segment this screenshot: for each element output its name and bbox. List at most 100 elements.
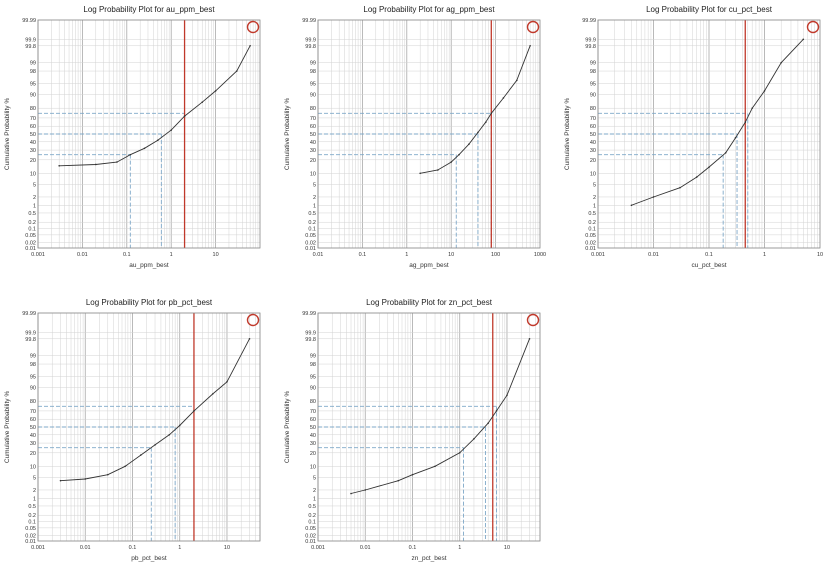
y-tick-label: 0.2 <box>308 220 316 226</box>
y-tick-label: 20 <box>310 451 316 457</box>
data-point <box>193 410 195 412</box>
y-tick-label: 99.8 <box>305 44 316 50</box>
y-tick-label: 5 <box>33 182 36 188</box>
y-tick-label: 98 <box>30 69 36 75</box>
y-tick-label: 1 <box>33 203 36 209</box>
y-tick-label: 90 <box>30 386 36 392</box>
y-tick-label: 99 <box>590 61 596 67</box>
x-tick-label: 1 <box>178 545 181 551</box>
x-tick-label: 0.01 <box>80 545 91 551</box>
probability-curve <box>60 338 250 482</box>
y-tick-label: 0.01 <box>25 246 36 252</box>
x-tick-label: 0.001 <box>31 545 45 551</box>
y-tick-label: 50 <box>30 132 36 138</box>
y-tick-label: 2 <box>593 195 596 201</box>
outlier-highlight-circle <box>526 313 540 327</box>
y-tick-label: 98 <box>310 362 316 368</box>
data-point <box>437 169 439 171</box>
data-point <box>744 121 747 123</box>
y-tick-label: 0.05 <box>305 233 316 239</box>
y-tick-label: 0.5 <box>308 504 316 510</box>
x-tick-label: 100 <box>491 252 500 258</box>
y-tick-label: 30 <box>310 148 316 154</box>
y-tick-label: 0.1 <box>308 227 316 233</box>
y-tick-label: 2 <box>313 195 316 201</box>
data-point <box>652 196 655 198</box>
chart-title: Log Probability Plot for ag_ppm_best <box>363 5 495 14</box>
y-tick-label: 40 <box>590 140 596 146</box>
y-tick-label: 0.02 <box>585 241 596 247</box>
y-tick-label: 99.9 <box>305 330 316 336</box>
y-tick-label: 90 <box>310 386 316 392</box>
outlier-highlight-circle <box>246 313 260 327</box>
data-point <box>211 393 214 395</box>
y-axis-label: Cumulative Probability % <box>564 98 571 170</box>
chart-title: Log Probability Plot for au_ppm_best <box>83 5 215 14</box>
y-tick-label: 95 <box>30 82 36 88</box>
x-tick-label: 1000 <box>534 252 546 258</box>
y-tick-label: 20 <box>310 158 316 164</box>
data-point <box>708 166 710 168</box>
data-point <box>106 473 109 476</box>
x-tick-label: 1 <box>763 252 766 258</box>
y-tick-label: 99.99 <box>22 18 36 24</box>
y-tick-label: 70 <box>310 116 316 122</box>
chart-svg-au: Log Probability Plot for au_ppm_best 0.01… <box>4 5 261 269</box>
y-tick-label: 10 <box>30 464 36 470</box>
chart-svg-zn: Log Probability Plot for zn_pct_best 0.01… <box>284 298 541 562</box>
x-tick-label: 0.01 <box>648 252 659 258</box>
x-tick-label: 10 <box>817 252 823 258</box>
y-tick-label: 99.9 <box>25 330 36 336</box>
data-point <box>84 478 87 480</box>
y-tick-label: 70 <box>590 116 596 122</box>
x-tick-label: 10 <box>224 545 230 551</box>
y-tick-label: 30 <box>310 441 316 447</box>
y-tick-label: 99.99 <box>302 311 316 317</box>
chart-pb: Log Probability Plot for pb_pct_best 0.01… <box>0 293 280 583</box>
x-tick-label: 10 <box>213 252 219 258</box>
probability-curve <box>631 38 804 206</box>
data-point <box>724 151 727 154</box>
data-point <box>143 147 146 150</box>
chart-zn: Log Probability Plot for zn_pct_best 0.01… <box>280 293 560 583</box>
y-tick-label: 0.1 <box>588 227 596 233</box>
data-point <box>364 489 367 491</box>
outlier-highlight-circle <box>246 20 260 34</box>
chart-svg-cu: Log Probability Plot for cu_pct_best 0.01… <box>564 5 823 269</box>
chart-cu: Log Probability Plot for cu_pct_best 0.01… <box>560 0 840 290</box>
data-point <box>528 337 531 340</box>
y-tick-label: 99 <box>310 61 316 67</box>
y-tick-label: 70 <box>30 116 36 122</box>
y-tick-label: 2 <box>33 195 36 201</box>
data-point <box>59 479 62 482</box>
probability-curve <box>59 45 251 167</box>
y-tick-label: 90 <box>590 93 596 99</box>
x-tick-label: 0.01 <box>77 252 88 258</box>
data-point <box>630 204 633 207</box>
data-point <box>468 143 470 145</box>
y-tick-label: 99.9 <box>25 37 36 43</box>
y-tick-label: 95 <box>310 82 316 88</box>
y-tick-label: 98 <box>590 69 596 75</box>
data-point <box>411 473 414 476</box>
y-tick-label: 0.05 <box>585 233 596 239</box>
data-point <box>350 492 352 495</box>
y-tick-label: 0.2 <box>28 220 36 226</box>
y-tick-label: 50 <box>30 425 36 431</box>
x-axis-label: ag_ppm_best <box>409 262 449 269</box>
y-tick-label: 99 <box>310 354 316 360</box>
y-tick-label: 60 <box>310 417 316 423</box>
data-point <box>58 164 60 167</box>
x-axis-label: zn_pct_best <box>411 555 446 562</box>
y-axis-label: Cumulative Probability % <box>284 98 291 170</box>
data-point <box>450 161 452 163</box>
y-tick-label: 80 <box>30 106 36 112</box>
x-tick-label: 0.001 <box>591 252 605 258</box>
y-tick-label: 40 <box>310 433 316 439</box>
y-tick-label: 80 <box>310 106 316 112</box>
y-tick-label: 99.8 <box>305 337 316 343</box>
outlier-highlight-circle <box>806 20 820 34</box>
x-tick-label: 0.001 <box>31 252 45 258</box>
y-tick-label: 0.05 <box>305 526 316 532</box>
data-point <box>473 438 475 440</box>
